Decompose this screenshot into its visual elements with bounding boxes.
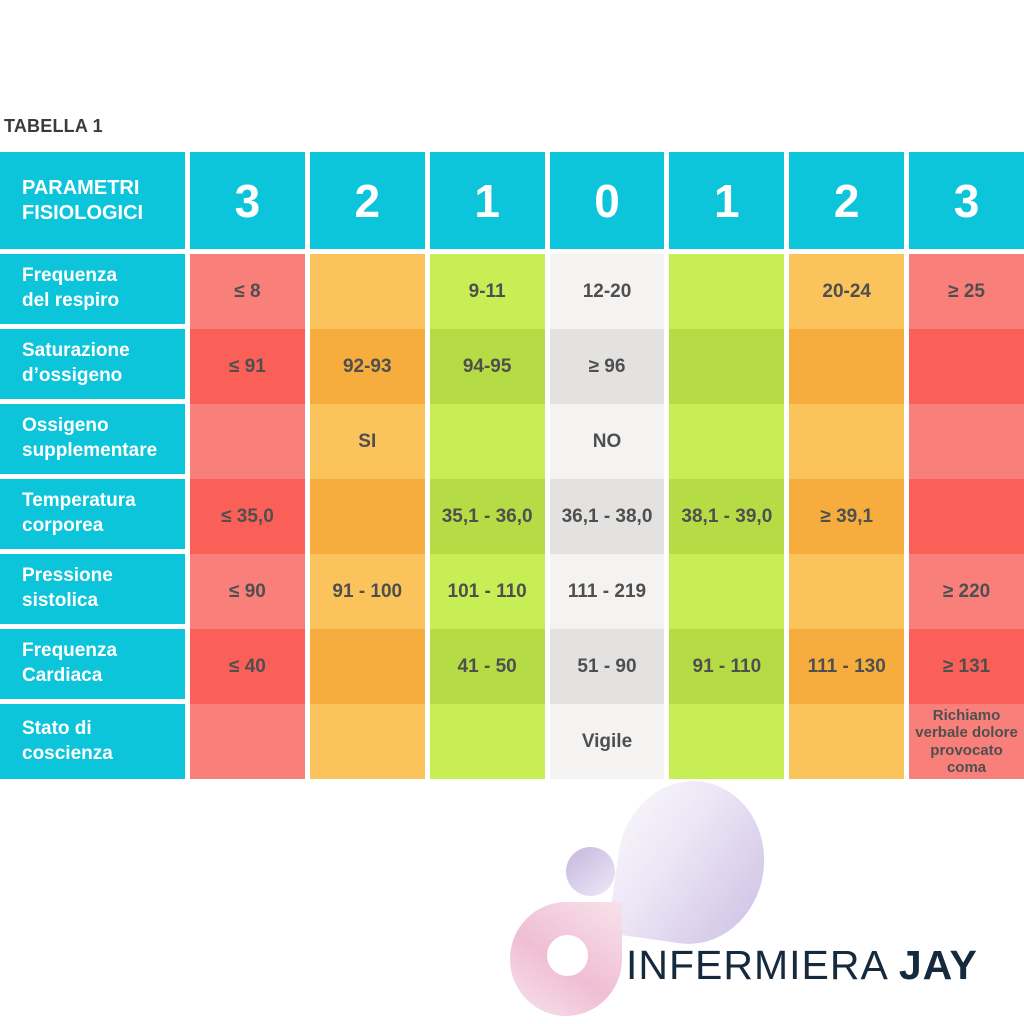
- header-parameters-label: PARAMETRI FISIOLOGICI: [0, 152, 185, 249]
- table-cell: 41 - 50: [429, 629, 545, 704]
- brand-name: INFERMIERA JAY: [626, 942, 978, 989]
- table-row: Ossigeno supplementare SI NO: [0, 404, 1024, 479]
- header-score-cell: 3: [190, 152, 305, 249]
- table-cell: [429, 404, 545, 479]
- table-cell: ≥ 39,1: [789, 479, 905, 554]
- table-cell: 12-20: [549, 254, 665, 329]
- table-cell: 20-24: [789, 254, 905, 329]
- table-cell: [909, 479, 1024, 554]
- table-cell: [669, 404, 785, 479]
- header-score-cell: 3: [909, 152, 1024, 249]
- table-cell: 9-11: [429, 254, 545, 329]
- table-cell: [669, 554, 785, 629]
- table-cell: [309, 704, 425, 779]
- table-cell: 101 - 110: [429, 554, 545, 629]
- table-cell: NO: [549, 404, 665, 479]
- table-cell: 92-93: [309, 329, 425, 404]
- table-cell: [669, 329, 785, 404]
- table-row: Frequenza del respiro ≤ 8 9-11 12-20 20-24 ≥ …: [0, 254, 1024, 329]
- header-score-cell: 2: [789, 152, 905, 249]
- row-label: Frequenza Cardiaca: [0, 629, 185, 704]
- table-cell: ≤ 40: [190, 629, 305, 704]
- table-cell: [309, 254, 425, 329]
- brand-name-regular: INFERMIERA: [626, 942, 889, 988]
- table-cell: 38,1 - 39,0: [669, 479, 785, 554]
- header-score-cell: 1: [669, 152, 785, 249]
- header-score-cell: 2: [309, 152, 425, 249]
- table-cell: 94-95: [429, 329, 545, 404]
- table-cell: Vigile: [549, 704, 665, 779]
- table-title: TABELLA 1: [4, 116, 103, 136]
- table-row: Pressione sistolica ≤ 90 91 - 100 101 - 110…: [0, 554, 1024, 629]
- table-cell: ≤ 91: [190, 329, 305, 404]
- table-cell: [789, 329, 905, 404]
- table-cell: 111 - 219: [549, 554, 665, 629]
- table-row: Stato di coscienza Vigile Richiamo verbale…: [0, 704, 1024, 779]
- header-score-cell: 1: [429, 152, 545, 249]
- table-cell: [789, 704, 905, 779]
- table-cell: 91 - 110: [669, 629, 785, 704]
- table-cell: ≤ 35,0: [190, 479, 305, 554]
- brand-name-bold: JAY: [898, 942, 978, 988]
- logo-drop-hole: [547, 935, 588, 976]
- table-cell: 36,1 - 38,0: [549, 479, 665, 554]
- table-cell: ≥ 220: [909, 554, 1024, 629]
- table-cell: [909, 404, 1024, 479]
- table-cell: ≤ 8: [190, 254, 305, 329]
- row-label: Stato di coscienza: [0, 704, 185, 779]
- row-label: Saturazione d’ossigeno: [0, 329, 185, 404]
- table-cell: [789, 554, 905, 629]
- table-cell: SI: [309, 404, 425, 479]
- table-body: Frequenza del respiro ≤ 8 9-11 12-20 20-24 ≥ …: [0, 254, 1024, 779]
- table-cell: [309, 479, 425, 554]
- table-cell: ≥ 131: [909, 629, 1024, 704]
- table-cell: [429, 704, 545, 779]
- row-label: Pressione sistolica: [0, 554, 185, 629]
- table-cell: [190, 404, 305, 479]
- table-cell: 91 - 100: [309, 554, 425, 629]
- table-cell: [789, 404, 905, 479]
- table-cell: [309, 629, 425, 704]
- row-label: Frequenza del respiro: [0, 254, 185, 329]
- logo-petal-shape: [607, 771, 775, 954]
- logo-drop-shape: [510, 902, 622, 1016]
- table-cell: 51 - 90: [549, 629, 665, 704]
- table-cell: [669, 254, 785, 329]
- table-row: Saturazione d’ossigeno ≤ 91 92-93 94-95 ≥ 96: [0, 329, 1024, 404]
- row-label: Temperatura corporea: [0, 479, 185, 554]
- table-row: Frequenza Cardiaca ≤ 40 41 - 50 51 - 90 91 -…: [0, 629, 1024, 704]
- table-cell: ≥ 96: [549, 329, 665, 404]
- table-cell: ≥ 25: [909, 254, 1024, 329]
- table-cell: 111 - 130: [789, 629, 905, 704]
- table-row: Temperatura corporea ≤ 35,0 35,1 - 36,0 36,…: [0, 479, 1024, 554]
- table-cell: [190, 704, 305, 779]
- table-cell: [909, 329, 1024, 404]
- header-score-cell: 0: [549, 152, 665, 249]
- logo-dot-shape: [566, 847, 615, 896]
- table-cell: ≤ 90: [190, 554, 305, 629]
- table-cell: [669, 704, 785, 779]
- table-cell: Richiamo verbale dolore provocato coma: [909, 704, 1024, 779]
- table-cell: 35,1 - 36,0: [429, 479, 545, 554]
- row-label: Ossigeno supplementare: [0, 404, 185, 479]
